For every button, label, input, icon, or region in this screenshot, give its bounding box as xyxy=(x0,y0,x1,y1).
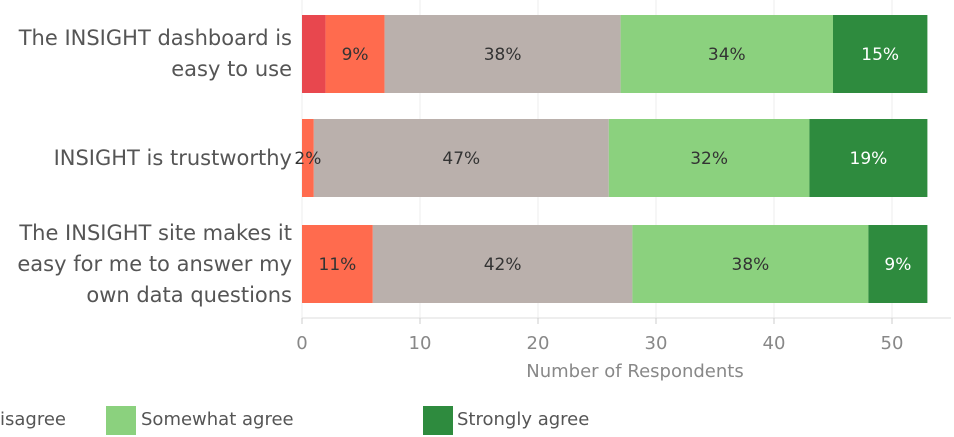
x-tick-label: 20 xyxy=(527,333,550,354)
legend-swatch xyxy=(423,406,453,435)
category-label-line: The INSIGHT site makes it xyxy=(19,220,292,245)
data-label: 34% xyxy=(708,45,746,65)
legend-label: isagree xyxy=(0,409,66,430)
bar-segment xyxy=(833,15,928,93)
legend-label: Strongly agree xyxy=(457,409,590,430)
x-tick-label: 40 xyxy=(763,333,786,354)
bar-segment xyxy=(302,225,373,303)
data-label: 19% xyxy=(850,149,888,169)
data-label: 2% xyxy=(294,149,321,169)
bar-segment xyxy=(608,119,810,197)
x-axis-title: Number of Respondents xyxy=(526,361,743,382)
data-label: 42% xyxy=(484,255,522,275)
category-label-line: The INSIGHT dashboard is xyxy=(18,26,292,50)
data-label: 47% xyxy=(442,149,480,169)
category-label: The INSIGHT dashboard is easy to use xyxy=(19,23,292,85)
bar-segment xyxy=(620,15,833,93)
data-label: 11% xyxy=(319,255,357,275)
data-label: 38% xyxy=(484,45,522,65)
bar-segment xyxy=(384,15,621,93)
bar-segment xyxy=(325,15,385,93)
bar-segment xyxy=(868,225,928,303)
data-label: 9% xyxy=(342,45,369,65)
data-label: 38% xyxy=(732,255,770,275)
x-tick-label: 10 xyxy=(409,333,432,354)
x-tick-label: 30 xyxy=(645,333,668,354)
data-label: 32% xyxy=(690,149,728,169)
category-label-line: easy to use xyxy=(171,57,292,81)
category-label-line: own data questions xyxy=(86,282,292,307)
x-tick-label: 50 xyxy=(881,333,904,354)
legend-swatch xyxy=(106,406,136,435)
bar-segment xyxy=(632,225,869,303)
bar-segment xyxy=(313,119,609,197)
category-label-line: easy for me to answer my xyxy=(17,251,292,276)
bars xyxy=(302,15,928,303)
legend-label: Somewhat agree xyxy=(141,409,294,430)
bar-segment xyxy=(809,119,928,197)
legend: isagree Somewhat agree Strongly agree xyxy=(0,406,954,436)
x-tick-label: 0 xyxy=(296,333,307,354)
category-label-line: INSIGHT is trustworthy xyxy=(53,145,292,170)
bar-labels: 9% 38% 34% 15% 2% 47% 32% 19% 11% 42% 38% 9% xyxy=(294,45,911,275)
category-label: The INSIGHT site makes it easy for me to … xyxy=(17,218,292,311)
x-axis: 0 10 20 30 40 50 xyxy=(296,317,951,354)
bar-segment xyxy=(302,15,326,93)
data-label: 9% xyxy=(884,255,911,275)
category-label: INSIGHT is trustworthy xyxy=(54,143,292,174)
bar-segment xyxy=(302,119,314,197)
data-label: 15% xyxy=(861,45,899,65)
bar-segment xyxy=(372,225,633,303)
